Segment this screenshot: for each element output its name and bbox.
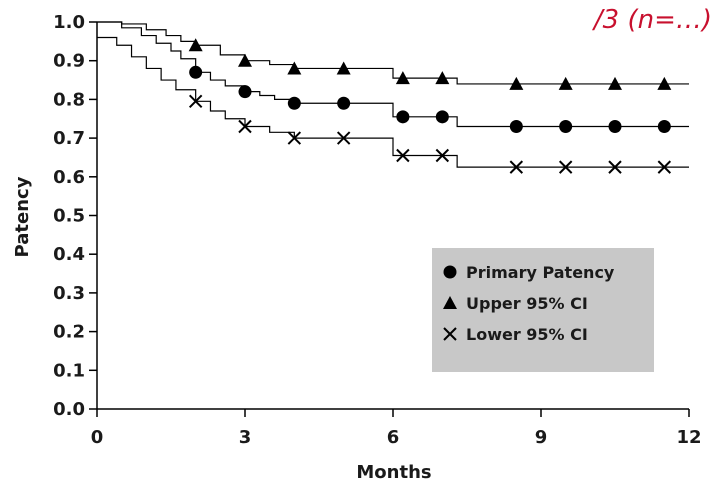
legend-marker-lower-95-ci <box>443 327 457 341</box>
y-tick-label: 0.2 <box>53 322 85 343</box>
y-tick-label: 0.7 <box>53 128 85 149</box>
data-point-upper-95-ci <box>435 71 450 85</box>
series-lines <box>97 21 689 168</box>
data-point-upper-95-ci <box>608 76 622 90</box>
x-tick-label: 12 <box>676 427 701 448</box>
y-tick-label: 0.9 <box>53 51 85 72</box>
data-point-lower-95-ci-stroke <box>396 148 410 163</box>
y-tick-label: 0.3 <box>53 283 85 304</box>
data-point-lower-95-ci <box>287 131 302 145</box>
legend: Primary Patency Upper 95% CI Lower 95% CI <box>443 263 615 344</box>
data-point-upper-95-ci <box>558 76 573 90</box>
y-axis-title: Patency <box>12 176 33 257</box>
data-point-primary-patency <box>189 65 203 79</box>
legend-label-upper-95-ci: Upper 95% CI <box>466 294 588 313</box>
data-point-primary-patency <box>608 119 622 133</box>
data-point-primary-patency <box>435 110 449 124</box>
series-markers <box>188 38 672 174</box>
data-point-upper-95-ci <box>657 76 672 90</box>
data-point-lower-95-ci <box>608 160 622 174</box>
data-point-primary-patency <box>238 85 252 99</box>
data-point-primary-patency <box>509 119 523 133</box>
data-point-lower-95-ci <box>238 119 252 134</box>
data-point-lower-95-ci-stroke <box>238 119 252 134</box>
data-point-primary-patency <box>657 119 671 133</box>
data-point-lower-95-ci <box>336 131 351 145</box>
y-tick-label: 0.5 <box>53 206 85 227</box>
x-tick-label: 6 <box>387 427 400 448</box>
data-point-lower-95-ci <box>509 160 524 174</box>
data-point-lower-95-ci <box>188 94 203 109</box>
legend-label-primary-patency: Primary Patency <box>466 263 615 282</box>
data-point-upper-95-ci <box>395 71 410 85</box>
axes: 0.0 0.1 0.2 0.3 0.4 0.5 0.6 0.7 0.8 0.9 1.0 0 3 6 9 12 <box>53 12 701 448</box>
y-tick-label: 0.1 <box>53 360 85 381</box>
data-point-upper-95-ci <box>509 76 524 90</box>
x-tick-label: 0 <box>91 427 104 448</box>
data-point-primary-patency <box>337 96 351 110</box>
data-point-upper-95-ci <box>336 61 351 75</box>
y-tick-label: 1.0 <box>53 12 85 33</box>
y-tick-label: 0.4 <box>53 244 85 265</box>
data-point-lower-95-ci-stroke <box>188 94 203 109</box>
data-point-lower-95-ci <box>396 148 410 163</box>
data-point-lower-95-ci-stroke <box>287 131 302 145</box>
data-point-lower-95-ci-stroke <box>509 160 524 174</box>
data-point-primary-patency <box>396 110 410 124</box>
series-line-upper-95-ci <box>97 21 689 85</box>
data-point-lower-95-ci-stroke <box>336 131 351 145</box>
y-tick-label: 0.8 <box>53 89 85 110</box>
data-point-primary-patency <box>559 119 573 133</box>
y-tick-label: 0.6 <box>53 167 85 188</box>
legend-label-lower-95-ci: Lower 95% CI <box>466 325 588 344</box>
data-point-primary-patency <box>287 96 301 110</box>
data-point-lower-95-ci-stroke <box>435 148 450 163</box>
data-point-lower-95-ci-stroke <box>657 160 672 174</box>
series-line-primary-patency <box>97 21 689 128</box>
series-line-lower-95-ci <box>97 36 689 168</box>
data-point-lower-95-ci <box>657 160 672 174</box>
data-point-upper-95-ci <box>287 61 302 75</box>
data-point-lower-95-ci <box>558 160 573 174</box>
data-point-lower-95-ci-stroke <box>608 160 622 174</box>
x-tick-label: 9 <box>535 427 548 448</box>
data-point-upper-95-ci <box>188 38 203 52</box>
legend-marker-upper-95-ci <box>443 296 457 309</box>
legend-box <box>432 248 654 372</box>
corner-text-fragment: /3 (n=…) <box>592 5 712 35</box>
data-point-lower-95-ci-stroke <box>558 160 573 174</box>
x-axis-title: Months <box>356 462 431 483</box>
legend-marker-primary-patency <box>443 265 457 279</box>
y-tick-label: 0.0 <box>53 399 85 420</box>
x-tick-label: 3 <box>239 427 252 448</box>
legend-marker-lower-95-ci-stroke <box>443 327 457 341</box>
data-point-lower-95-ci <box>435 148 450 163</box>
data-point-upper-95-ci <box>238 53 252 67</box>
